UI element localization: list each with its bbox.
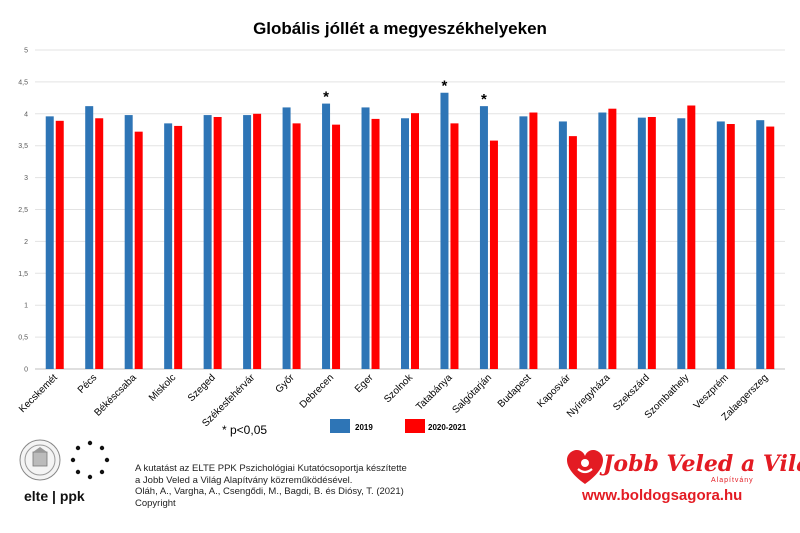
bar-2019-Szombathely bbox=[677, 118, 686, 370]
y-tick-label: 4,5 bbox=[18, 79, 28, 86]
significance-stars: * * * bbox=[323, 78, 487, 108]
significance-star: * bbox=[442, 78, 448, 95]
bar-2019-Győr bbox=[282, 107, 291, 370]
bar-2019-Miskolc bbox=[164, 123, 173, 370]
bar-2019-Kecskemét bbox=[45, 116, 54, 370]
significance-note: * p<0,05 bbox=[222, 423, 267, 437]
bar-2020-2021-Veszprém bbox=[726, 124, 735, 370]
bar-2019-Salgótarján bbox=[479, 106, 488, 370]
bar-2019-Budapest bbox=[519, 116, 528, 370]
bar-2020-2021-Szekszárd bbox=[647, 116, 656, 370]
bar-2020-2021-Nyíregyháza bbox=[608, 108, 617, 370]
bars bbox=[45, 92, 775, 370]
x-tick-label: Kecskemét bbox=[17, 372, 60, 415]
bar-2020-2021-Pécs bbox=[95, 118, 104, 370]
bar-2019-Pécs bbox=[85, 106, 94, 370]
bar-2020-2021-Budapest bbox=[529, 112, 538, 370]
chart-title: Globális jóllét a megyeszékhelyeken bbox=[253, 19, 547, 38]
y-tick-label: 4 bbox=[24, 111, 28, 118]
gridlines bbox=[35, 49, 785, 370]
y-tick-label: 3,5 bbox=[18, 143, 28, 150]
x-tick-label: Szekszárd bbox=[611, 372, 652, 413]
elte-ppk-logo bbox=[19, 439, 110, 481]
bar-2020-2021-Szeged bbox=[213, 116, 222, 370]
bar-2019-Eger bbox=[361, 107, 370, 370]
legend-label-2020-2021: 2020-2021 bbox=[428, 423, 467, 432]
credit-line: A kutatást az ELTE PPK Pszichológiai Kut… bbox=[135, 463, 407, 474]
heart-logo-icon bbox=[567, 450, 603, 484]
x-tick-label: Kaposvár bbox=[535, 372, 573, 410]
bar-2020-2021-Salgótarján bbox=[489, 140, 498, 369]
bar-2020-2021-Debrecen bbox=[332, 124, 341, 369]
bar-2020-2021-Székesfehérvár bbox=[253, 113, 262, 369]
x-tick-label: Miskolc bbox=[147, 372, 178, 403]
credit-line: a Jobb Veled a Világ Alapítvány közreműk… bbox=[135, 474, 353, 486]
y-tick-label: 0,5 bbox=[18, 335, 28, 342]
bar-2019-Zalaegerszeg bbox=[756, 120, 765, 370]
legend-label-2019: 2019 bbox=[355, 423, 373, 432]
bar-2019-Debrecen bbox=[322, 103, 331, 369]
bar-2019-Kaposvár bbox=[558, 121, 567, 370]
website-link[interactable]: www.boldogsagora.hu bbox=[582, 487, 743, 504]
x-tick-label: Salgótarján bbox=[451, 372, 495, 416]
credit-line: Oláh, A., Vargha, A., Csengődi, M., Bagd… bbox=[135, 486, 404, 497]
bar-2019-Székesfehérvár bbox=[243, 115, 252, 370]
x-tick-label: Szeged bbox=[186, 372, 218, 404]
bar-2019-Nyíregyháza bbox=[598, 112, 607, 370]
bar-2020-2021-Szombathely bbox=[687, 105, 696, 370]
bar-2019-Szekszárd bbox=[637, 117, 646, 370]
legend-swatch-2020-2021 bbox=[405, 419, 425, 433]
y-tick-label: 5 bbox=[24, 48, 28, 55]
x-tick-label: Veszprém bbox=[692, 372, 731, 411]
bar-2020-2021-Győr bbox=[292, 123, 301, 370]
bar-2020-2021-Kaposvár bbox=[568, 136, 577, 369]
bar-2019-Veszprém bbox=[716, 121, 725, 370]
bar-2019-Békéscsaba bbox=[124, 115, 133, 370]
elte-ppk-text: elte | ppk bbox=[24, 488, 85, 504]
x-tick-label: Tatabánya bbox=[414, 372, 455, 413]
y-tick-label: 2 bbox=[24, 239, 28, 246]
bar-2020-2021-Zalaegerszeg bbox=[766, 126, 775, 369]
legend-swatch-2019 bbox=[330, 419, 350, 433]
bar-2020-2021-Miskolc bbox=[174, 125, 183, 369]
jobb-veled-logo-text: Jobb Veled a Világ bbox=[603, 451, 800, 477]
x-tick-label: Budapest bbox=[496, 372, 534, 410]
y-tick-label: 1 bbox=[24, 303, 28, 310]
legend: 2019 2020-2021 bbox=[330, 419, 467, 433]
x-tick-label: Nyíregyháza bbox=[565, 372, 613, 420]
elte-seal-icon bbox=[19, 439, 61, 481]
y-axis-ticks: 0 0,5 1 1,5 2 2,5 3 3,5 4 4,5 5 bbox=[18, 48, 28, 374]
bar-2020-2021-Tatabánya bbox=[450, 123, 459, 370]
y-tick-label: 0 bbox=[24, 367, 28, 374]
y-tick-label: 2,5 bbox=[18, 207, 28, 214]
y-tick-label: 3 bbox=[24, 175, 28, 182]
jobb-veled-logo-subtitle: Alapítvány bbox=[711, 477, 754, 484]
x-tick-label: Békéscsaba bbox=[93, 372, 140, 419]
bar-2019-Tatabánya bbox=[440, 92, 449, 369]
credit-line: Copyright bbox=[135, 497, 176, 509]
bar-2020-2021-Eger bbox=[371, 118, 380, 370]
significance-star: * bbox=[323, 89, 329, 106]
credits: A kutatást az ELTE PPK Pszichológiai Kut… bbox=[135, 463, 407, 509]
bar-2019-Szolnok bbox=[401, 118, 409, 370]
bar-2020-2021-Békéscsaba bbox=[134, 131, 143, 369]
ppk-dots-icon bbox=[70, 440, 110, 480]
bar-2020-2021-Kecskemét bbox=[55, 120, 64, 370]
significance-star: * bbox=[481, 91, 487, 108]
x-tick-label: Debrecen bbox=[298, 372, 336, 410]
bar-2019-Szeged bbox=[203, 115, 212, 370]
x-tick-label: Győr bbox=[274, 372, 298, 396]
bar-2020-2021-Szolnok bbox=[411, 113, 419, 369]
x-tick-label: Szolnok bbox=[382, 372, 416, 406]
x-tick-label: Eger bbox=[353, 372, 376, 395]
x-tick-label: Pécs bbox=[76, 372, 100, 396]
y-tick-label: 1,5 bbox=[18, 271, 28, 278]
